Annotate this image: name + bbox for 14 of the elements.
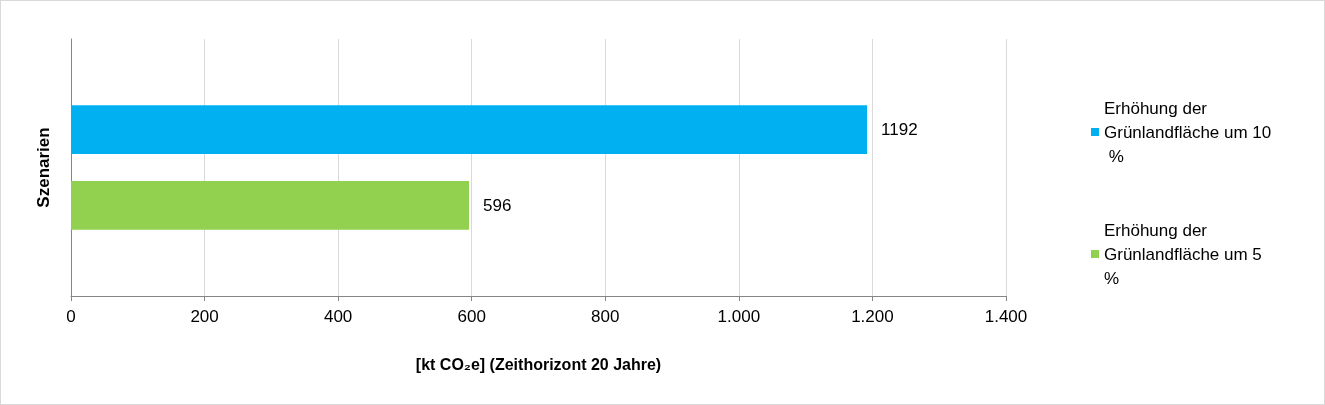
- x-tick-label: 600: [457, 307, 486, 326]
- legend-label: Erhöhung der Grünlandfläche um 10 %: [1104, 98, 1272, 166]
- x-tick-label: 200: [190, 307, 219, 326]
- x-tick-label: 1.200: [851, 307, 894, 326]
- data-label: 596: [483, 195, 512, 215]
- x-tick-label: 800: [591, 307, 620, 326]
- legend-label: Erhöhung der Grünlandfläche um 5 %: [1104, 220, 1267, 288]
- x-tick-label: 400: [323, 307, 353, 326]
- x-tick-label: 1.000: [717, 307, 761, 326]
- x-tick-label: 0: [66, 307, 76, 326]
- x-axis-title: [kt CO₂e] (Zeithorizont 20 Jahre): [415, 355, 662, 373]
- x-tick-label: 1.400: [984, 307, 1028, 326]
- data-label: 1192: [881, 120, 918, 140]
- y-axis-title: Szenarien: [34, 127, 54, 208]
